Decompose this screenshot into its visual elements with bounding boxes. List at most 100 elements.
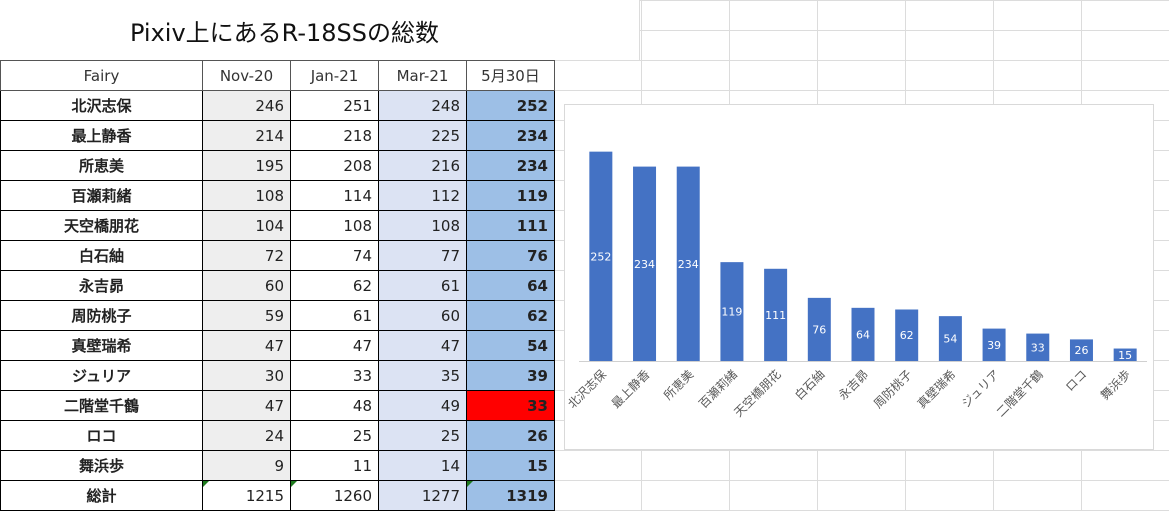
value-cell[interactable]: 64 xyxy=(466,270,555,301)
value-cell[interactable]: 61 xyxy=(290,300,379,331)
value-cell[interactable]: 74 xyxy=(290,240,379,271)
chart-bar[interactable] xyxy=(938,316,962,361)
value-cell[interactable]: 218 xyxy=(290,120,379,151)
value-cell[interactable]: 108 xyxy=(378,210,467,241)
value-cell[interactable]: 246 xyxy=(202,90,291,121)
category-tick-label: 最上静香 xyxy=(609,367,653,411)
header-cell[interactable]: Mar-21 xyxy=(378,60,467,91)
value-cell[interactable]: 59 xyxy=(202,300,291,331)
bar-data-label: 111 xyxy=(765,309,786,322)
name-cell[interactable]: 舞浜歩 xyxy=(0,450,203,481)
name-cell[interactable]: 二階堂千鶴 xyxy=(0,390,203,421)
chart-bar[interactable] xyxy=(1026,333,1050,361)
value-cell[interactable]: 47 xyxy=(290,330,379,361)
value-cell[interactable]: 47 xyxy=(202,330,291,361)
category-tick-label: 天空橋朋花 xyxy=(731,367,784,420)
value-cell[interactable]: 47 xyxy=(202,390,291,421)
chart-bar[interactable] xyxy=(589,151,613,361)
category-tick-label: 百瀬莉緒 xyxy=(695,367,740,412)
value-cell[interactable]: 35 xyxy=(378,360,467,391)
value-cell[interactable]: 76 xyxy=(466,240,555,271)
value-cell[interactable]: 195 xyxy=(202,150,291,181)
value-cell[interactable]: 30 xyxy=(202,360,291,391)
value-cell[interactable]: 24 xyxy=(202,420,291,451)
chart-bar[interactable] xyxy=(851,307,875,361)
name-cell[interactable]: 永吉昴 xyxy=(0,270,203,301)
chart-bar[interactable] xyxy=(720,262,744,361)
name-cell[interactable]: 北沢志保 xyxy=(0,90,203,121)
bar-data-label: 234 xyxy=(678,258,699,271)
value-cell[interactable]: 47 xyxy=(378,330,467,361)
name-cell[interactable]: 百瀬莉緒 xyxy=(0,180,203,211)
chart-bar[interactable] xyxy=(982,328,1006,361)
value-cell[interactable]: 234 xyxy=(466,120,555,151)
name-cell[interactable]: ジュリア xyxy=(0,360,203,391)
chart-bar[interactable] xyxy=(807,297,831,361)
value-cell[interactable]: 72 xyxy=(202,240,291,271)
name-cell[interactable]: 天空橋朋花 xyxy=(0,210,203,241)
value-cell[interactable]: 62 xyxy=(466,300,555,331)
header-cell[interactable]: Jan-21 xyxy=(290,60,379,91)
name-cell[interactable]: 最上静香 xyxy=(0,120,203,151)
value-cell[interactable]: 60 xyxy=(378,300,467,331)
value-cell[interactable]: 33 xyxy=(466,390,555,421)
value-cell[interactable]: 26 xyxy=(466,420,555,451)
name-cell[interactable]: 所恵美 xyxy=(0,150,203,181)
value-cell[interactable]: 104 xyxy=(202,210,291,241)
value-cell[interactable]: 60 xyxy=(202,270,291,301)
name-cell[interactable]: 真壁瑞希 xyxy=(0,330,203,361)
total-label-cell[interactable]: 総計 xyxy=(0,480,203,511)
chart-bar[interactable] xyxy=(764,268,788,361)
total-value-cell[interactable]: 1277 xyxy=(378,480,467,511)
chart-bar[interactable] xyxy=(1113,348,1137,361)
value-cell[interactable]: 48 xyxy=(290,390,379,421)
value-cell[interactable]: 25 xyxy=(290,420,379,451)
name-cell[interactable]: 白石紬 xyxy=(0,240,203,271)
total-value-cell[interactable]: 1215 xyxy=(202,480,291,511)
bar-chart-svg: 252 北沢志保 234 最上静香 234 所恵美 119 百瀬莉緒 111 天空橋朋花 76 白石紬… xyxy=(565,151,1147,420)
name-cell[interactable]: 周防桃子 xyxy=(0,300,203,331)
value-cell[interactable]: 33 xyxy=(290,360,379,391)
chart-bar[interactable] xyxy=(1069,339,1093,361)
value-cell[interactable]: 208 xyxy=(290,150,379,181)
chart-bar[interactable] xyxy=(676,166,700,361)
value-cell[interactable]: 14 xyxy=(378,450,467,481)
value-cell[interactable]: 77 xyxy=(378,240,467,271)
sheet-title[interactable]: Pixiv上にあるR-18SSの総数 xyxy=(0,0,640,60)
value-cell[interactable]: 49 xyxy=(378,390,467,421)
header-cell[interactable]: Fairy xyxy=(0,60,203,91)
category-tick-label: 周防桃子 xyxy=(870,367,915,412)
value-cell[interactable]: 39 xyxy=(466,360,555,391)
value-cell[interactable]: 225 xyxy=(378,120,467,151)
total-value-cell[interactable]: 1260 xyxy=(290,480,379,511)
chart-bar[interactable] xyxy=(895,309,919,361)
value-cell[interactable]: 119 xyxy=(466,180,555,211)
chart-bar[interactable] xyxy=(633,166,657,361)
value-cell[interactable]: 114 xyxy=(290,180,379,211)
value-cell[interactable]: 9 xyxy=(202,450,291,481)
value-cell[interactable]: 108 xyxy=(202,180,291,211)
category-tick-label: 真壁瑞希 xyxy=(914,367,959,412)
value-cell[interactable]: 25 xyxy=(378,420,467,451)
value-cell[interactable]: 251 xyxy=(290,90,379,121)
header-cell[interactable]: Nov-20 xyxy=(202,60,291,91)
value-cell[interactable]: 54 xyxy=(466,330,555,361)
total-value-cell[interactable]: 1319 xyxy=(466,480,555,511)
value-cell[interactable]: 112 xyxy=(378,180,467,211)
value-cell[interactable]: 108 xyxy=(290,210,379,241)
value-cell[interactable]: 216 xyxy=(378,150,467,181)
value-cell[interactable]: 234 xyxy=(466,150,555,181)
value-cell[interactable]: 252 xyxy=(466,90,555,121)
value-cell[interactable]: 111 xyxy=(466,210,555,241)
value-cell[interactable]: 62 xyxy=(290,270,379,301)
value-cell[interactable]: 248 xyxy=(378,90,467,121)
header-cell[interactable]: 5月30日 xyxy=(466,60,555,91)
table-row: 白石紬 72 74 77 76 xyxy=(0,240,555,271)
value-cell[interactable]: 214 xyxy=(202,120,291,151)
name-cell[interactable]: ロコ xyxy=(0,420,203,451)
bar-chart[interactable]: 252 北沢志保 234 最上静香 234 所恵美 119 百瀬莉緒 111 天空橋朋花 76 白石紬… xyxy=(564,104,1154,450)
value-cell[interactable]: 11 xyxy=(290,450,379,481)
value-cell[interactable]: 15 xyxy=(466,450,555,481)
value-cell[interactable]: 61 xyxy=(378,270,467,301)
bar-data-label: 39 xyxy=(987,339,1001,352)
